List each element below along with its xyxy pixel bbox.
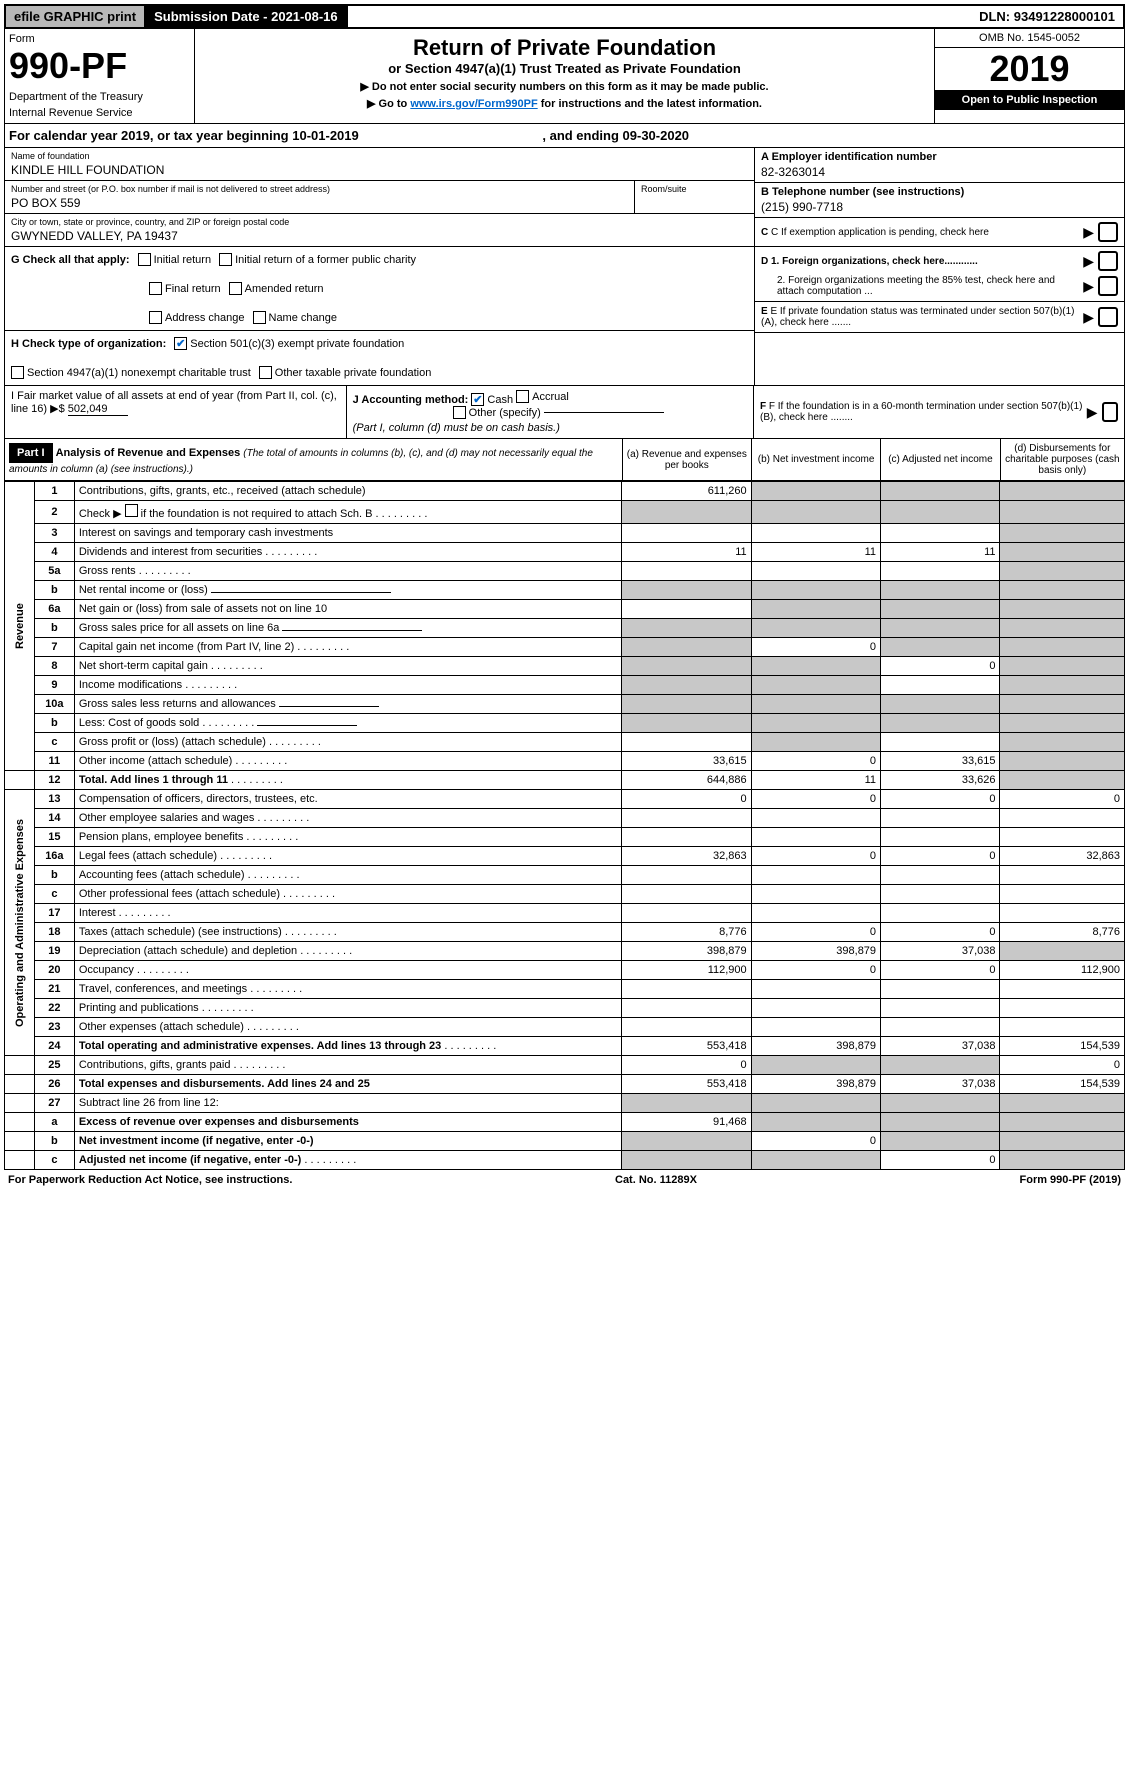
- section-h: H Check type of organization: ✔Section 5…: [5, 331, 754, 385]
- dept-treasury: Department of the Treasury: [9, 91, 190, 103]
- cb-exemption-pending[interactable]: [1098, 222, 1118, 242]
- irs-link[interactable]: www.irs.gov/Form990PF: [410, 98, 537, 110]
- room-cell: Room/suite: [634, 181, 754, 214]
- cb-accrual[interactable]: [516, 390, 529, 403]
- cb-initial-return[interactable]: [138, 253, 151, 266]
- ssn-warning: ▶ Do not enter social security numbers o…: [201, 80, 928, 93]
- cb-initial-former[interactable]: [219, 253, 232, 266]
- section-f: F F If the foundation is in a 60-month t…: [754, 386, 1124, 438]
- form-subtitle: or Section 4947(a)(1) Trust Treated as P…: [201, 61, 928, 76]
- expenses-side-label: Operating and Administrative Expenses: [5, 790, 35, 1056]
- phone-cell: B Telephone number (see instructions) (2…: [755, 183, 1124, 218]
- cb-85-test[interactable]: [1098, 276, 1118, 296]
- form-label: Form: [9, 33, 190, 45]
- col-b-header: (b) Net investment income: [751, 439, 880, 480]
- section-c: C C If exemption application is pending,…: [755, 218, 1124, 247]
- calendar-year-row: For calendar year 2019, or tax year begi…: [4, 124, 1125, 148]
- cb-sch-b[interactable]: [125, 504, 138, 517]
- col-c-header: (c) Adjusted net income: [880, 439, 999, 480]
- cb-501c3[interactable]: ✔: [174, 337, 187, 350]
- cb-other-taxable[interactable]: [259, 366, 272, 379]
- city-cell: City or town, state or province, country…: [5, 214, 754, 247]
- foundation-name-cell: Name of foundation KINDLE HILL FOUNDATIO…: [5, 148, 754, 181]
- form-title: Return of Private Foundation: [201, 35, 928, 61]
- efile-print-button[interactable]: efile GRAPHIC print: [6, 6, 146, 27]
- open-to-public: Open to Public Inspection: [935, 90, 1124, 110]
- tax-year: 2019: [935, 48, 1124, 90]
- section-i: I Fair market value of all assets at end…: [5, 386, 347, 438]
- form-number: 990-PF: [9, 45, 190, 87]
- col-a-header: (a) Revenue and expenses per books: [622, 439, 751, 480]
- cb-name-change[interactable]: [253, 311, 266, 324]
- cb-terminated[interactable]: [1098, 307, 1118, 327]
- col-d-header: (d) Disbursements for charitable purpose…: [1000, 439, 1124, 480]
- cb-final-return[interactable]: [149, 282, 162, 295]
- cb-60-month[interactable]: [1102, 402, 1118, 422]
- part1-header: Part I Analysis of Revenue and Expenses …: [5, 439, 622, 480]
- revenue-side-label: Revenue: [5, 482, 35, 771]
- revenue-expense-table: Revenue 1Contributions, gifts, grants, e…: [4, 481, 1125, 1170]
- omb-number: OMB No. 1545-0052: [935, 29, 1124, 48]
- instructions-note: ▶ Go to www.irs.gov/Form990PF for instru…: [201, 97, 928, 110]
- ein-cell: A Employer identification number 82-3263…: [755, 148, 1124, 183]
- irs-label: Internal Revenue Service: [9, 107, 190, 119]
- top-bar: efile GRAPHIC print Submission Date - 20…: [4, 4, 1125, 29]
- cb-addr-change[interactable]: [149, 311, 162, 324]
- section-g: G Check all that apply: Initial return I…: [5, 247, 754, 331]
- address-cell: Number and street (or P.O. box number if…: [5, 181, 634, 214]
- section-j: J Accounting method: ✔Cash Accrual Other…: [347, 386, 754, 438]
- page-footer: For Paperwork Reduction Act Notice, see …: [4, 1170, 1125, 1190]
- section-e: E E If private foundation status was ter…: [755, 302, 1124, 333]
- submission-date: Submission Date - 2021-08-16: [146, 6, 348, 27]
- cb-cash[interactable]: ✔: [471, 393, 484, 406]
- cb-foreign-org[interactable]: [1098, 251, 1118, 271]
- cb-other-method[interactable]: [453, 406, 466, 419]
- dln: DLN: 93491228000101: [971, 6, 1123, 27]
- section-d: D 1. Foreign organizations, check here..…: [755, 247, 1124, 302]
- cb-4947[interactable]: [11, 366, 24, 379]
- form-header: Form 990-PF Department of the Treasury I…: [4, 29, 1125, 124]
- cb-amended[interactable]: [229, 282, 242, 295]
